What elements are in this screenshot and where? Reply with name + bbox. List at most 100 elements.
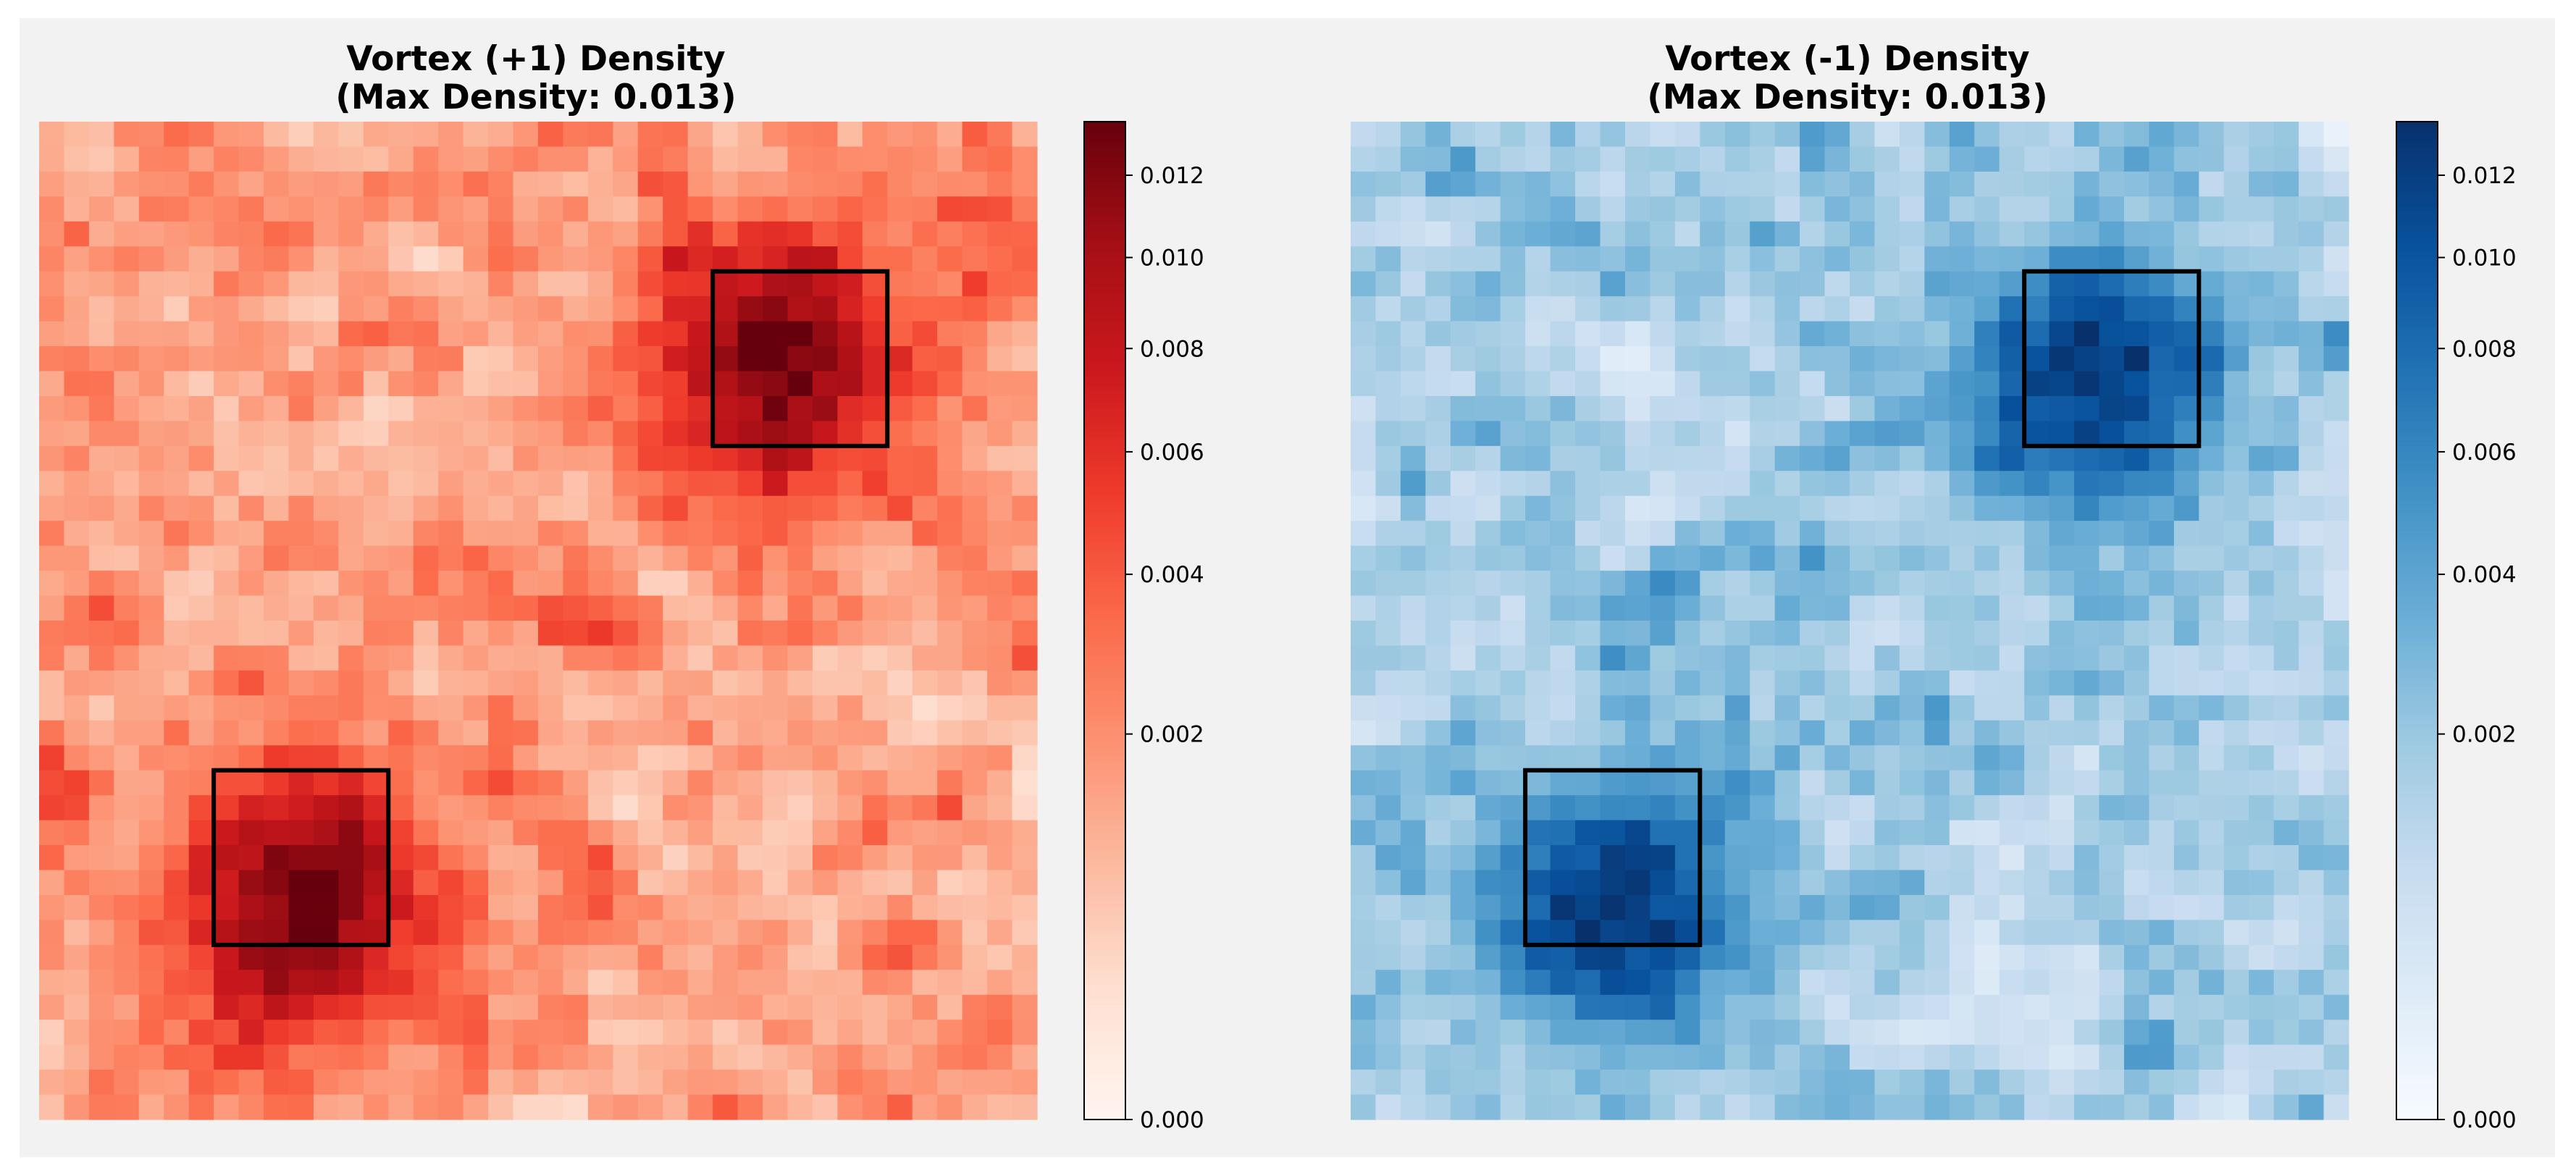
vortex-plus-colorbar-segment xyxy=(1084,361,1125,367)
vortex-plus-heat-cell xyxy=(812,1020,838,1046)
vortex-plus-heat-cell xyxy=(288,795,314,821)
vortex-plus-heat-cell xyxy=(613,770,639,796)
vortex-plus-heat-cell xyxy=(313,271,339,297)
vortex-minus-heat-cell xyxy=(1600,820,1626,846)
vortex-minus-heat-cell xyxy=(1974,745,2000,771)
vortex-plus-heat-cell xyxy=(713,171,739,197)
vortex-minus-heat-cell xyxy=(2299,221,2325,247)
vortex-plus-heat-cell xyxy=(812,521,838,547)
vortex-plus-heat-cell xyxy=(763,994,789,1020)
vortex-minus-heat-cell xyxy=(2223,246,2249,272)
vortex-plus-heat-cell xyxy=(188,495,214,521)
vortex-minus-heat-cell xyxy=(1874,870,1900,896)
vortex-plus-heat-cell xyxy=(937,920,963,946)
vortex-minus-colorbar-segment xyxy=(2396,167,2438,172)
vortex-plus-heat-cell xyxy=(937,1020,963,1046)
vortex-minus-heat-cell xyxy=(2323,196,2349,222)
vortex-plus-heat-cell xyxy=(264,944,290,970)
vortex-plus-heat-cell xyxy=(238,1044,264,1070)
vortex-plus-colorbar-segment xyxy=(1084,450,1125,457)
vortex-minus-heat-cell xyxy=(1700,720,1726,746)
vortex-minus-colorbar-segment xyxy=(2396,436,2438,442)
vortex-plus-heat-cell xyxy=(88,1020,114,1046)
vortex-minus-colorbar-segment xyxy=(2396,426,2438,432)
vortex-minus-heat-cell xyxy=(1974,670,2000,696)
vortex-minus-heat-cell xyxy=(1974,1044,2000,1070)
vortex-minus-heat-cell xyxy=(1700,920,1726,946)
vortex-plus-colorbar-segment xyxy=(1084,580,1125,587)
vortex-minus-heat-cell xyxy=(1550,321,1576,347)
vortex-minus-heat-cell xyxy=(1624,545,1650,571)
vortex-minus-heat-cell xyxy=(2199,521,2225,547)
vortex-plus-heat-cell xyxy=(114,944,140,970)
vortex-plus-heat-cell xyxy=(687,770,713,796)
vortex-plus-heat-cell xyxy=(438,571,464,597)
vortex-minus-heat-cell xyxy=(2173,720,2199,746)
vortex-minus-heat-cell xyxy=(2024,545,2050,571)
vortex-plus-heat-cell xyxy=(787,745,813,771)
vortex-minus-heat-cell xyxy=(1974,944,2000,970)
vortex-minus-heat-cell xyxy=(1800,545,1826,571)
vortex-plus-heat-cell xyxy=(388,571,414,597)
vortex-minus-heat-cell xyxy=(1624,795,1650,821)
vortex-minus-colorbar-segment xyxy=(2396,186,2438,193)
vortex-minus-colorbar-segment xyxy=(2396,845,2438,851)
vortex-plus-heat-cell xyxy=(587,371,613,397)
vortex-minus-colorbar-segment xyxy=(2396,590,2438,597)
vortex-plus-heat-cell xyxy=(713,994,739,1020)
vortex-minus-heat-cell xyxy=(2099,870,2125,896)
vortex-minus-colorbar-segment xyxy=(2396,251,2438,257)
vortex-minus-heat-cell xyxy=(1550,745,1576,771)
vortex-plus-colorbar-segment xyxy=(1084,949,1125,956)
vortex-minus-heat-cell xyxy=(1800,695,1826,721)
vortex-plus-colorbar-segment xyxy=(1084,925,1125,931)
vortex-minus-heat-cell xyxy=(1924,246,1950,272)
vortex-minus-colorbar-segment xyxy=(2396,849,2438,856)
vortex-plus-heat-cell xyxy=(837,1044,863,1070)
vortex-plus-heat-cell xyxy=(388,870,414,896)
vortex-minus-heat-cell xyxy=(1600,521,1626,547)
vortex-plus-heat-cell xyxy=(713,970,739,996)
vortex-minus-heat-cell xyxy=(1874,695,1900,721)
vortex-minus-heat-cell xyxy=(2049,795,2075,821)
vortex-plus-heat-cell xyxy=(363,845,389,871)
vortex-plus-heat-cell xyxy=(138,994,164,1020)
vortex-plus-heat-cell xyxy=(288,621,314,647)
vortex-plus-heat-cell xyxy=(114,795,140,821)
vortex-plus-heat-cell xyxy=(138,670,164,696)
vortex-plus-heat-cell xyxy=(288,745,314,771)
vortex-minus-heat-cell xyxy=(1949,545,1975,571)
vortex-plus-heat-cell xyxy=(388,894,414,920)
vortex-plus-heat-cell xyxy=(513,1020,539,1046)
vortex-minus-heat-cell xyxy=(2024,894,2050,920)
vortex-minus-heat-cell xyxy=(1824,845,1850,871)
vortex-minus-heat-cell xyxy=(1600,321,1626,347)
vortex-plus-colorbar-tick-label: 0.012 xyxy=(1140,163,1204,189)
vortex-plus-heat-cell xyxy=(663,571,689,597)
vortex-minus-heat-cell xyxy=(2223,695,2249,721)
vortex-minus-heat-cell xyxy=(2323,545,2349,571)
vortex-plus-heat-cell xyxy=(513,471,539,497)
vortex-plus-heat-cell xyxy=(837,845,863,871)
vortex-plus-heat-cell xyxy=(338,920,364,946)
vortex-minus-heat-cell xyxy=(1924,795,1950,821)
vortex-plus-heat-cell xyxy=(64,122,90,148)
vortex-plus-heat-cell xyxy=(188,122,214,148)
vortex-minus-heat-cell xyxy=(1824,171,1850,197)
vortex-plus-heat-cell xyxy=(538,346,564,372)
vortex-minus-colorbar-segment xyxy=(2396,326,2438,332)
vortex-minus-heat-cell xyxy=(2323,1044,2349,1070)
vortex-plus-heat-cell xyxy=(987,196,1013,222)
vortex-minus-heat-cell xyxy=(1800,1070,1826,1096)
vortex-minus-colorbar-segment xyxy=(2396,625,2438,631)
vortex-plus-heat-cell xyxy=(613,745,639,771)
vortex-minus-heat-cell xyxy=(2074,1044,2100,1070)
vortex-plus-heat-cell xyxy=(687,695,713,721)
vortex-plus-heat-cell xyxy=(887,695,913,721)
vortex-plus-heat-cell xyxy=(138,944,164,970)
vortex-minus-heat-cell xyxy=(2299,845,2325,871)
vortex-minus-heat-cell xyxy=(1400,1094,1426,1120)
vortex-plus-heat-cell xyxy=(488,471,514,497)
vortex-minus-heat-cell xyxy=(1575,146,1601,172)
vortex-minus-heat-cell xyxy=(2249,820,2275,846)
